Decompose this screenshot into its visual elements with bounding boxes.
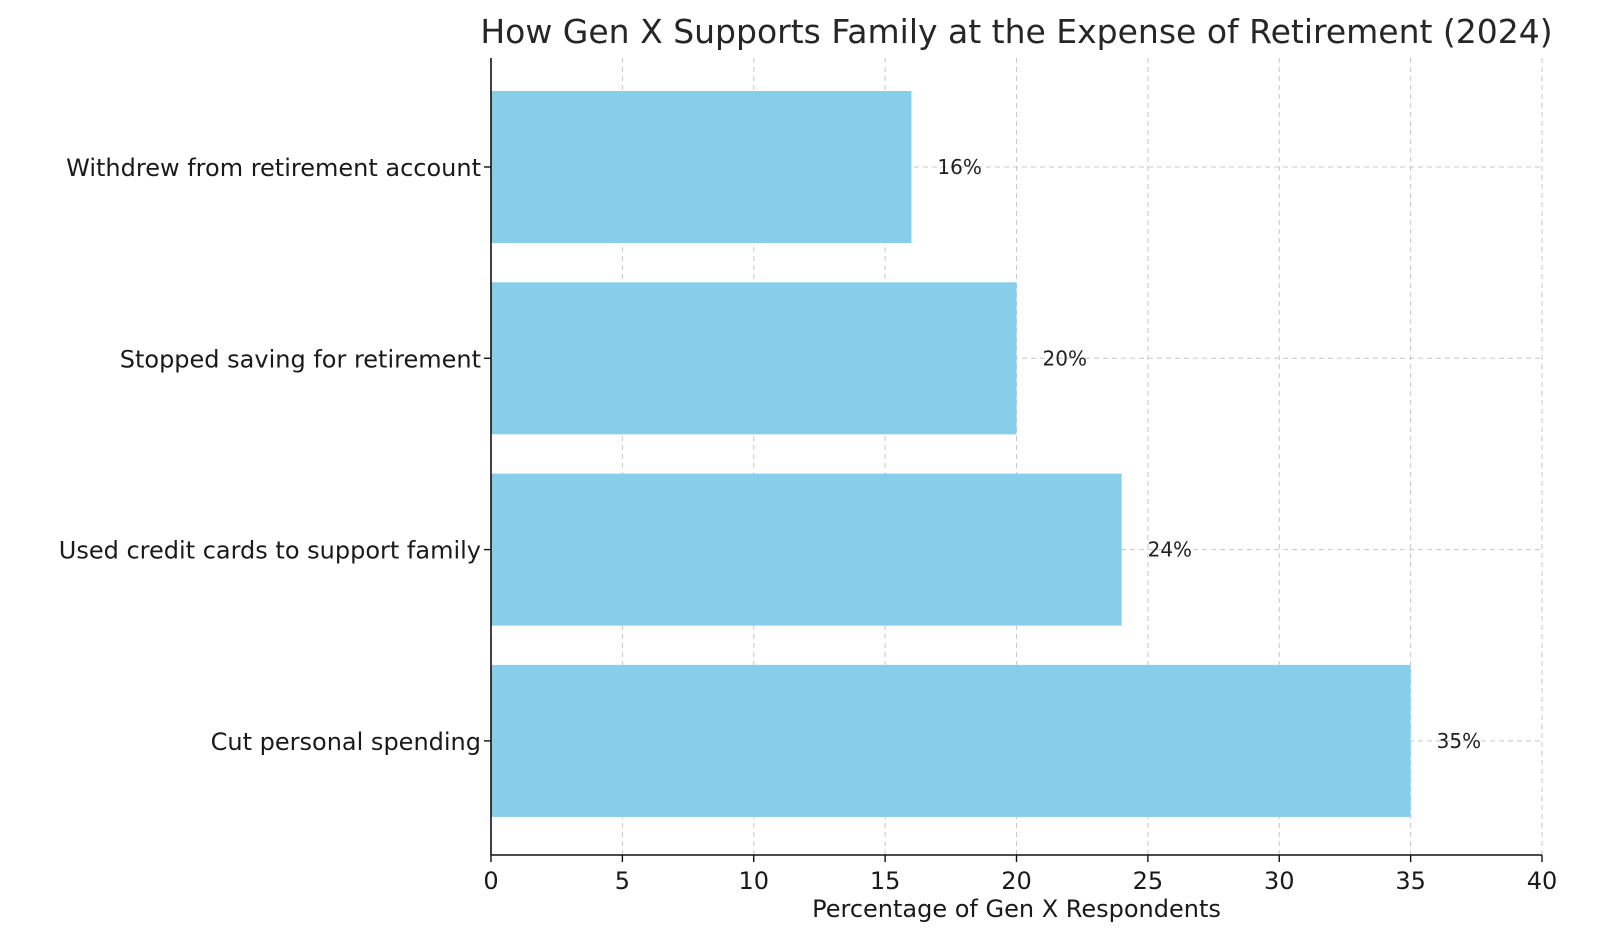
x-tick-label: 15 — [870, 867, 901, 895]
bar-layer — [491, 91, 1411, 817]
x-tick-label: 35 — [1395, 867, 1426, 895]
label-layer: 0 5 10 15 20 25 30 35 40 Cut personal spending 35%… — [59, 154, 1558, 895]
bar — [491, 664, 1411, 817]
bar — [491, 91, 912, 243]
x-tick-label: 25 — [1133, 867, 1164, 895]
x-axis-title: Percentage of Gen X Respondents — [812, 895, 1221, 923]
axis-layer — [484, 58, 1543, 862]
data-label: 24% — [1148, 538, 1192, 562]
data-label: 35% — [1437, 729, 1481, 753]
category-label: Cut personal spending — [211, 728, 481, 756]
x-tick-label: 40 — [1527, 867, 1558, 895]
x-tick-label: 30 — [1264, 867, 1295, 895]
x-tick-label: 0 — [483, 867, 498, 895]
x-tick-label: 5 — [615, 867, 630, 895]
x-tick-label: 20 — [1001, 867, 1032, 895]
x-tick-label: 10 — [738, 867, 769, 895]
bar — [491, 282, 1017, 435]
category-label: Stopped saving for retirement — [120, 345, 481, 373]
data-label: 20% — [1043, 346, 1087, 370]
bar — [491, 473, 1122, 626]
category-label: Used credit cards to support family — [59, 537, 481, 565]
chart-title: How Gen X Supports Family at the Expense… — [480, 12, 1552, 51]
category-label: Withdrew from retirement account — [66, 154, 481, 182]
data-label: 16% — [937, 155, 981, 179]
